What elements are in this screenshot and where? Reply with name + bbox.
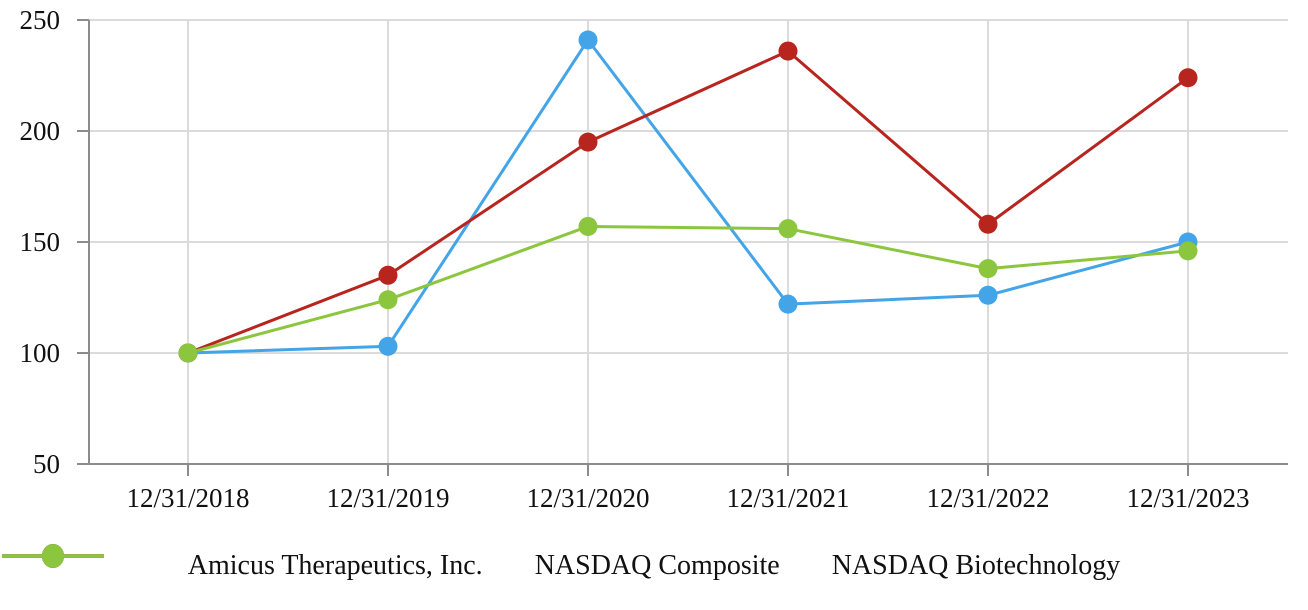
y-tick-label-100: 100	[19, 338, 61, 368]
legend-item-0: Amicus Therapeutics, Inc.	[2, 544, 483, 582]
data-point-0-4	[978, 285, 998, 305]
x-tick-label-1: 12/31/2019	[326, 483, 450, 513]
x-tick-label-4: 12/31/2022	[926, 483, 1050, 513]
data-point-0-2	[578, 30, 598, 50]
data-point-2-1	[378, 290, 398, 310]
legend-label-0: Amicus Therapeutics, Inc.	[187, 550, 483, 581]
y-tick-label-150: 150	[19, 227, 61, 257]
data-point-1-2	[578, 132, 598, 152]
data-point-1-3	[778, 41, 798, 61]
data-point-2-0	[178, 343, 198, 363]
x-tick-label-2: 12/31/2020	[526, 483, 650, 513]
legend-label-1: NASDAQ Composite	[534, 550, 780, 581]
series-line-2	[186, 224, 1190, 355]
legend-label-2: NASDAQ Biotechnology	[831, 550, 1121, 581]
legend-dot	[42, 544, 64, 568]
y-tick-label-250: 250	[19, 5, 61, 35]
data-point-1-4	[978, 214, 998, 234]
y-tick-label-200: 200	[19, 116, 61, 146]
data-point-1-5	[1178, 68, 1198, 88]
legend-item-1: NASDAQ Composite	[2, 544, 780, 582]
y-tick-label-50: 50	[33, 449, 60, 479]
series-line-1	[186, 49, 1190, 355]
series-line-0	[186, 38, 1190, 355]
chart-legend: Amicus Therapeutics, Inc. NASDAQ Composit…	[0, 541, 1308, 591]
data-point-2-3	[778, 219, 798, 239]
data-point-0-3	[778, 294, 798, 314]
data-point-2-5	[1178, 241, 1198, 261]
x-tick-label-5: 12/31/2023	[1126, 483, 1250, 513]
legend-item-2: NASDAQ Biotechnology	[2, 544, 1121, 582]
data-point-0-1	[378, 336, 398, 356]
x-tick-label-0: 12/31/2018	[126, 483, 250, 513]
x-tick-label-3: 12/31/2021	[726, 483, 850, 513]
legend-marker-icon	[2, 544, 104, 568]
data-point-2-4	[978, 259, 998, 279]
data-point-1-1	[378, 265, 398, 285]
data-point-2-2	[578, 216, 598, 236]
